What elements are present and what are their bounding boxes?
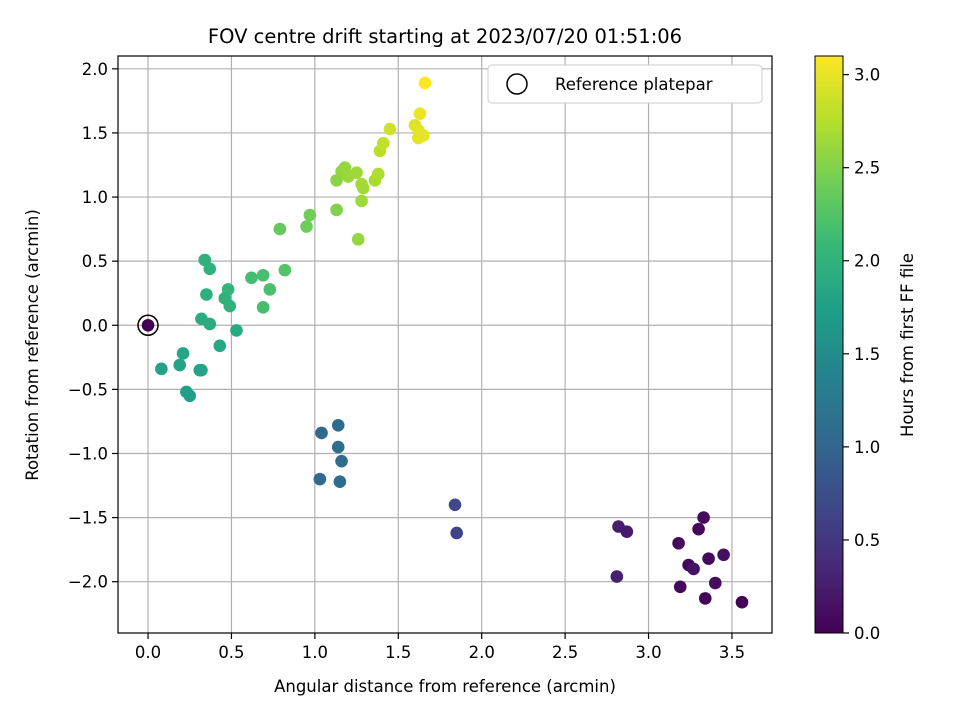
data-point [687, 562, 700, 576]
x-tick-label: 2.5 [552, 643, 578, 662]
data-point [376, 136, 390, 150]
data-point [331, 418, 345, 432]
x-tick-label: 1.5 [385, 643, 411, 662]
y-tick-label: 1.5 [82, 124, 108, 143]
y-axis-label: Rotation from reference (arcmin) [23, 209, 42, 481]
data-point [200, 288, 213, 301]
data-point [697, 511, 710, 524]
data-point [417, 129, 430, 142]
data-point [413, 107, 427, 120]
x-tick-label: 2.0 [469, 643, 495, 662]
colorbar-label: Hours from first FF file [898, 253, 917, 437]
data-point [672, 536, 685, 550]
colorbar-tick-label: 0.5 [854, 531, 880, 550]
data-point [303, 208, 317, 222]
data-point [155, 362, 168, 376]
data-point [213, 339, 227, 353]
data-point [300, 220, 313, 233]
x-tick-label: 0.0 [135, 643, 161, 662]
data-point [221, 283, 235, 296]
data-point [203, 262, 217, 276]
data-point [223, 299, 237, 313]
data-point [245, 271, 258, 285]
data-point [173, 358, 187, 372]
colorbar: 0.0 0.5 1.0 1.5 2.0 2.5 3.0 Hours from first F… [814, 55, 917, 643]
y-tick-label: −1.0 [68, 444, 108, 463]
data-point [708, 576, 722, 590]
data-point [315, 426, 328, 440]
data-point [331, 440, 345, 454]
colorbar-tick-label: 1.5 [854, 345, 880, 364]
data-point [333, 475, 347, 488]
data-point [383, 122, 397, 136]
x-tick-label: 3.5 [719, 643, 745, 662]
x-tick-label: 0.5 [218, 643, 244, 662]
legend-entry: Reference platepar [555, 75, 713, 94]
data-point [273, 222, 287, 236]
data-point [351, 233, 365, 246]
data-point [702, 552, 715, 565]
chart-title: FOV centre drift starting at 2023/07/20 … [208, 25, 682, 48]
legend-marker-icon [506, 73, 528, 95]
y-tick-label: 2.0 [82, 60, 108, 79]
colorbar-tick-label: 2.0 [854, 252, 880, 271]
y-tick-label: 0.5 [82, 252, 108, 271]
legend-box [487, 64, 763, 104]
data-point [176, 347, 190, 360]
data-point [735, 595, 749, 609]
data-point [350, 166, 363, 179]
data-point [620, 525, 634, 539]
data-point [230, 324, 243, 337]
y-tick-label: −2.0 [68, 573, 108, 592]
plot-frame [117, 55, 773, 634]
data-point [183, 389, 197, 403]
x-axis: 0.0 0.5 1.0 1.5 2.0 2.5 3.0 3.5 [135, 633, 745, 662]
data-point [717, 548, 730, 562]
data-point [355, 194, 368, 208]
y-tick-label: −1.5 [68, 509, 108, 528]
data-point [335, 454, 348, 468]
data-points [155, 76, 749, 609]
x-tick-label: 3.0 [635, 643, 661, 662]
colorbar-tick-label: 0.0 [854, 624, 880, 643]
y-tick-label: 1.0 [82, 188, 108, 207]
data-point [313, 472, 327, 486]
x-tick-label: 1.0 [302, 643, 328, 662]
colorbar-tick-label: 2.5 [854, 159, 880, 178]
y-axis: 2.0 1.5 1.0 0.5 0.0 −0.5 −1.0 −1.5 −2.0 [68, 60, 118, 592]
x-axis-label: Angular distance from reference (arcmin) [274, 677, 616, 696]
reference-marker [137, 314, 159, 337]
data-point [698, 592, 712, 605]
data-point [448, 498, 462, 512]
colorbar-tick-label: 3.0 [854, 66, 880, 85]
colorbar-tick-label: 1.0 [854, 438, 880, 457]
data-point [195, 363, 208, 377]
data-point [673, 580, 687, 594]
reference-ring [137, 314, 159, 337]
data-point [692, 522, 705, 536]
legend: Reference platepar [487, 64, 763, 104]
data-point [263, 283, 277, 296]
data-point [450, 526, 463, 540]
data-point [356, 181, 370, 195]
reference-point [141, 318, 155, 332]
data-point [330, 203, 343, 217]
colorbar-ticks: 0.0 0.5 1.0 1.5 2.0 2.5 3.0 [843, 66, 880, 643]
data-point [610, 570, 624, 583]
data-point [278, 263, 292, 277]
data-point [256, 268, 270, 282]
colorbar-gradient [814, 55, 844, 634]
data-point [418, 76, 432, 90]
y-tick-label: 0.0 [82, 316, 108, 335]
data-point [371, 167, 385, 181]
grid-lines [118, 56, 772, 633]
data-point [256, 301, 270, 314]
y-tick-label: −0.5 [68, 380, 108, 399]
data-point [203, 317, 217, 331]
